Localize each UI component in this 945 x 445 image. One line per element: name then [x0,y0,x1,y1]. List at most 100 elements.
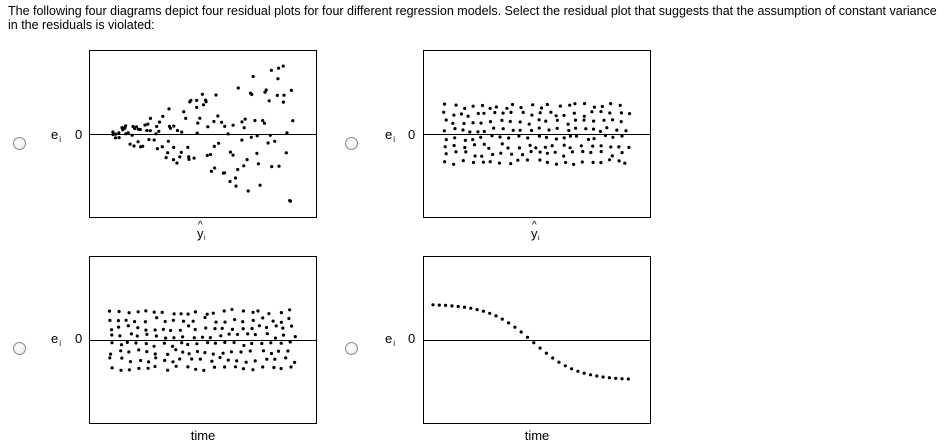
residual-point [599,150,603,154]
residual-point [471,121,475,125]
residual-point [282,93,286,97]
residual-point [164,336,168,340]
residual-point [494,105,498,109]
radio-option-b[interactable] [345,137,358,150]
residual-plot-c [89,256,317,424]
residual-point [557,360,561,364]
residual-point [233,365,238,369]
residual-point [271,319,275,323]
residual-point [580,160,584,164]
residual-point [240,138,244,142]
residual-point [268,133,272,137]
radio-option-a[interactable] [13,137,26,150]
residual-point [293,360,297,364]
residual-point [480,154,484,158]
residual-point [152,344,156,348]
residual-point [598,129,602,133]
residual-point [608,111,612,115]
residual-point [582,102,587,106]
residual-point [599,161,603,165]
residual-point [191,319,195,323]
residual-point [526,136,530,140]
residual-point [276,349,281,353]
residual-point [256,162,260,166]
residual-point [519,106,523,110]
residual-point [157,129,161,133]
residual-point [493,110,497,115]
residual-point [195,131,199,135]
residual-point [626,377,630,381]
residual-point [568,146,572,150]
residual-point [126,324,130,328]
residual-point [119,368,123,372]
residual-point [195,105,199,109]
residual-point [163,358,167,362]
residual-point [574,126,578,130]
residual-point [208,336,212,340]
residual-point [544,119,548,123]
x-axis-label-yhat-b: ^ y i [531,220,547,242]
residual-point [134,341,138,345]
residual-point [473,154,477,158]
residual-point [469,306,473,310]
residual-point [582,371,586,375]
residual-point [461,128,465,132]
residual-point [127,368,131,372]
residual-point [198,357,202,361]
residual-point [236,86,240,90]
y-axis-label-c: ei [51,331,61,348]
residual-point [174,364,178,368]
residual-point [279,311,283,315]
residual-point [186,365,190,369]
residual-point [609,102,613,106]
residual-point [160,145,164,149]
residual-point [168,126,173,130]
residual-point [463,106,467,110]
residual-point [192,156,196,160]
residual-point [116,319,120,323]
residual-point [145,128,149,133]
residual-point [500,118,504,122]
residual-point [196,121,200,125]
residual-point [492,126,496,130]
residual-point [143,123,147,127]
residual-point [617,145,621,149]
residual-point [222,171,227,175]
residual-point [198,116,202,120]
residual-point [107,309,112,313]
residual-point [153,328,157,332]
radio-option-c[interactable] [13,342,26,355]
residual-point [201,103,206,107]
residual-point [269,68,273,72]
radio-option-d[interactable] [345,342,358,355]
residual-point [562,113,566,117]
residual-point [464,150,468,154]
residual-point [144,328,148,332]
residual-point [117,136,121,140]
residual-point [500,317,504,321]
residual-point [538,111,542,115]
residual-point [230,307,234,312]
residual-point [620,377,624,381]
residual-point [620,151,624,155]
residual-point [611,135,615,139]
residual-point [555,118,559,122]
residual-point [154,334,158,338]
residual-point [135,334,139,338]
residual-point [212,365,217,369]
residual-point [476,130,480,134]
residual-point [179,312,183,316]
residual-point [488,106,492,110]
residual-point [180,130,184,134]
residual-point [273,357,277,361]
residual-point [517,134,521,138]
residual-point [258,183,262,187]
residual-point [220,326,224,330]
residual-point [202,368,206,372]
residual-point [244,360,248,364]
yhat-letter: y [531,226,538,241]
residual-point [144,342,148,346]
residual-point [462,121,466,126]
residual-point [145,332,149,336]
residual-point [525,335,530,339]
